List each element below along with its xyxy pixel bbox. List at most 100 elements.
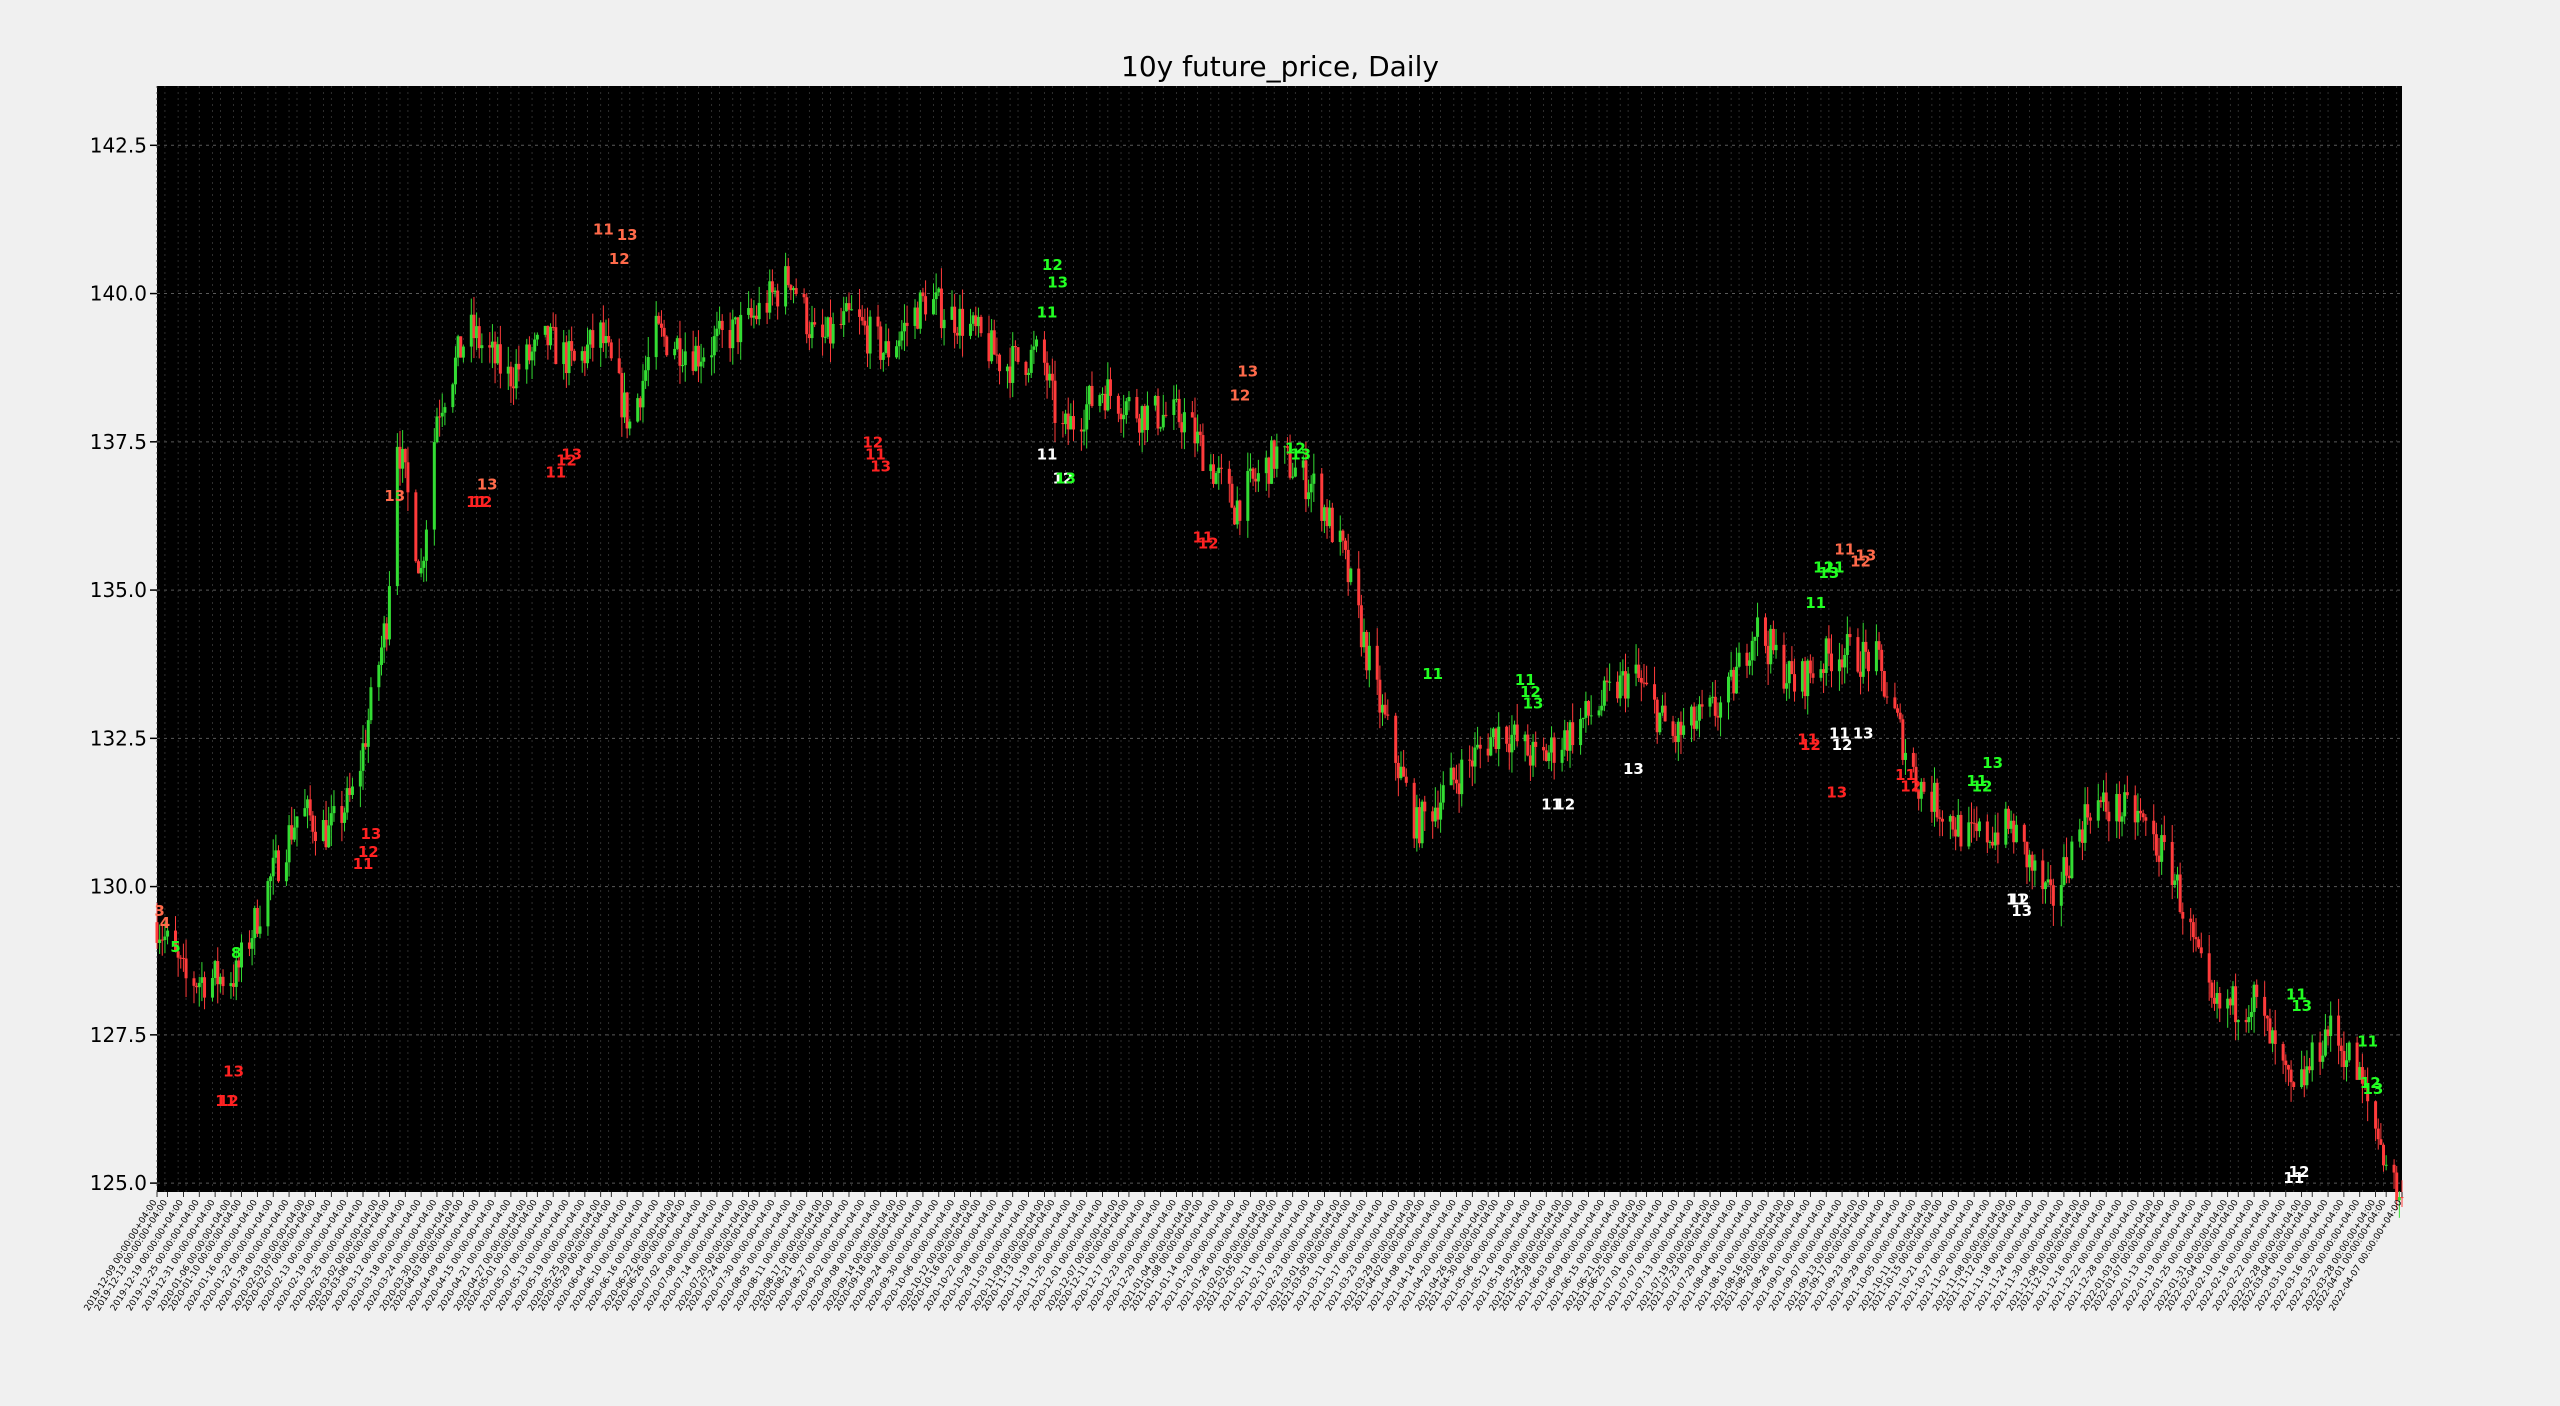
candle-body: [2178, 874, 2182, 913]
candle-body: [2012, 820, 2016, 843]
candle-body: [364, 743, 368, 747]
candle-body: [728, 330, 732, 349]
candle-body: [2049, 879, 2053, 886]
candle-body: [173, 930, 177, 952]
candle-body: [749, 308, 753, 318]
candle-body: [1692, 706, 1696, 729]
candle-body: [1090, 385, 1094, 406]
candle-body: [1349, 568, 1353, 583]
candle-body: [1320, 473, 1324, 521]
candle-body: [979, 316, 983, 334]
candle-body: [1008, 366, 1012, 383]
candle-body: [284, 862, 288, 882]
candle-body: [1584, 701, 1588, 718]
candle-body: [968, 323, 972, 336]
candle-body: [306, 799, 310, 809]
candle-body: [1293, 467, 1297, 477]
candle-body: [2329, 1015, 2333, 1037]
candle-body: [1124, 401, 1128, 416]
candle-body: [181, 957, 185, 959]
candle-body: [1877, 641, 1881, 650]
candle-body: [160, 939, 164, 941]
candle-body: [1473, 747, 1477, 767]
candle-body: [570, 341, 574, 351]
candle-body: [1362, 631, 1366, 648]
candle-body: [543, 325, 547, 335]
candle-body: [295, 816, 299, 828]
count-label: 13: [1855, 546, 1876, 564]
candle-body: [1782, 644, 1786, 689]
plot-area: [157, 86, 2402, 1192]
candle-body: [1064, 413, 1068, 425]
candle-body: [2212, 997, 2216, 1004]
candle-body: [1441, 785, 1445, 803]
count-label: 13: [1237, 363, 1258, 381]
candle-body: [1824, 638, 1828, 673]
candle-body: [1605, 680, 1609, 683]
candle-body: [218, 976, 222, 985]
candle-body: [1882, 671, 1886, 697]
candle-body: [2308, 1066, 2312, 1071]
candle-body: [2228, 998, 2232, 1006]
candle-body: [1679, 721, 1683, 735]
candle-body: [1182, 412, 1186, 433]
candle-body: [525, 344, 529, 370]
candle-body: [786, 266, 790, 286]
candle-body: [850, 309, 854, 311]
candle-body: [1211, 464, 1215, 484]
candle-body: [1399, 766, 1403, 779]
candle-body: [620, 373, 624, 418]
candle-body: [720, 320, 724, 331]
candle-body: [1793, 674, 1797, 692]
candle-body: [237, 960, 241, 968]
candle-body: [2065, 857, 2069, 876]
candle-body: [755, 315, 759, 320]
count-label: 13: [1853, 724, 1874, 742]
candle-body: [1489, 737, 1493, 756]
candle-body: [1898, 712, 1902, 720]
count-label: 12: [1520, 683, 1541, 701]
candle-body: [617, 358, 621, 374]
candle-body: [831, 323, 835, 344]
candle-body: [792, 288, 796, 291]
candle-body: [2199, 947, 2203, 954]
candle-body: [2004, 808, 2008, 845]
candle-body: [234, 960, 238, 987]
candle-body: [1246, 470, 1250, 521]
candle-body: [955, 332, 959, 336]
candle-body: [1803, 661, 1807, 697]
candle-body: [752, 315, 756, 318]
candle-body: [673, 348, 677, 356]
candle-body: [1988, 841, 1992, 843]
candle-body: [530, 351, 534, 361]
candle-body: [313, 831, 317, 842]
candle-body: [641, 380, 645, 408]
candle-body: [184, 958, 188, 979]
candle-body: [2041, 860, 2045, 890]
candle-body: [916, 307, 920, 329]
candle-body: [881, 352, 885, 360]
candle-body: [665, 336, 669, 356]
candle-body: [1219, 467, 1223, 469]
candle-body: [2009, 820, 2013, 829]
candle-body: [1880, 649, 1884, 672]
candle-body: [2395, 1172, 2399, 1201]
candle-body: [509, 366, 513, 387]
candle-body: [546, 325, 550, 346]
candle-body: [506, 366, 510, 374]
candle-body: [290, 825, 294, 840]
candle-body: [1069, 416, 1073, 430]
candle-body: [583, 351, 587, 364]
candle-body: [958, 308, 962, 336]
candle-body: [366, 720, 370, 747]
candle-body: [1602, 680, 1606, 706]
candle-body: [2286, 1065, 2290, 1070]
candle-body: [2030, 854, 2034, 871]
candle-body: [1291, 476, 1295, 478]
candle-body: [1581, 717, 1585, 720]
candle-body: [636, 398, 640, 422]
candle-body: [1769, 628, 1773, 665]
candle-body: [1830, 653, 1834, 672]
candle-body: [710, 355, 714, 358]
